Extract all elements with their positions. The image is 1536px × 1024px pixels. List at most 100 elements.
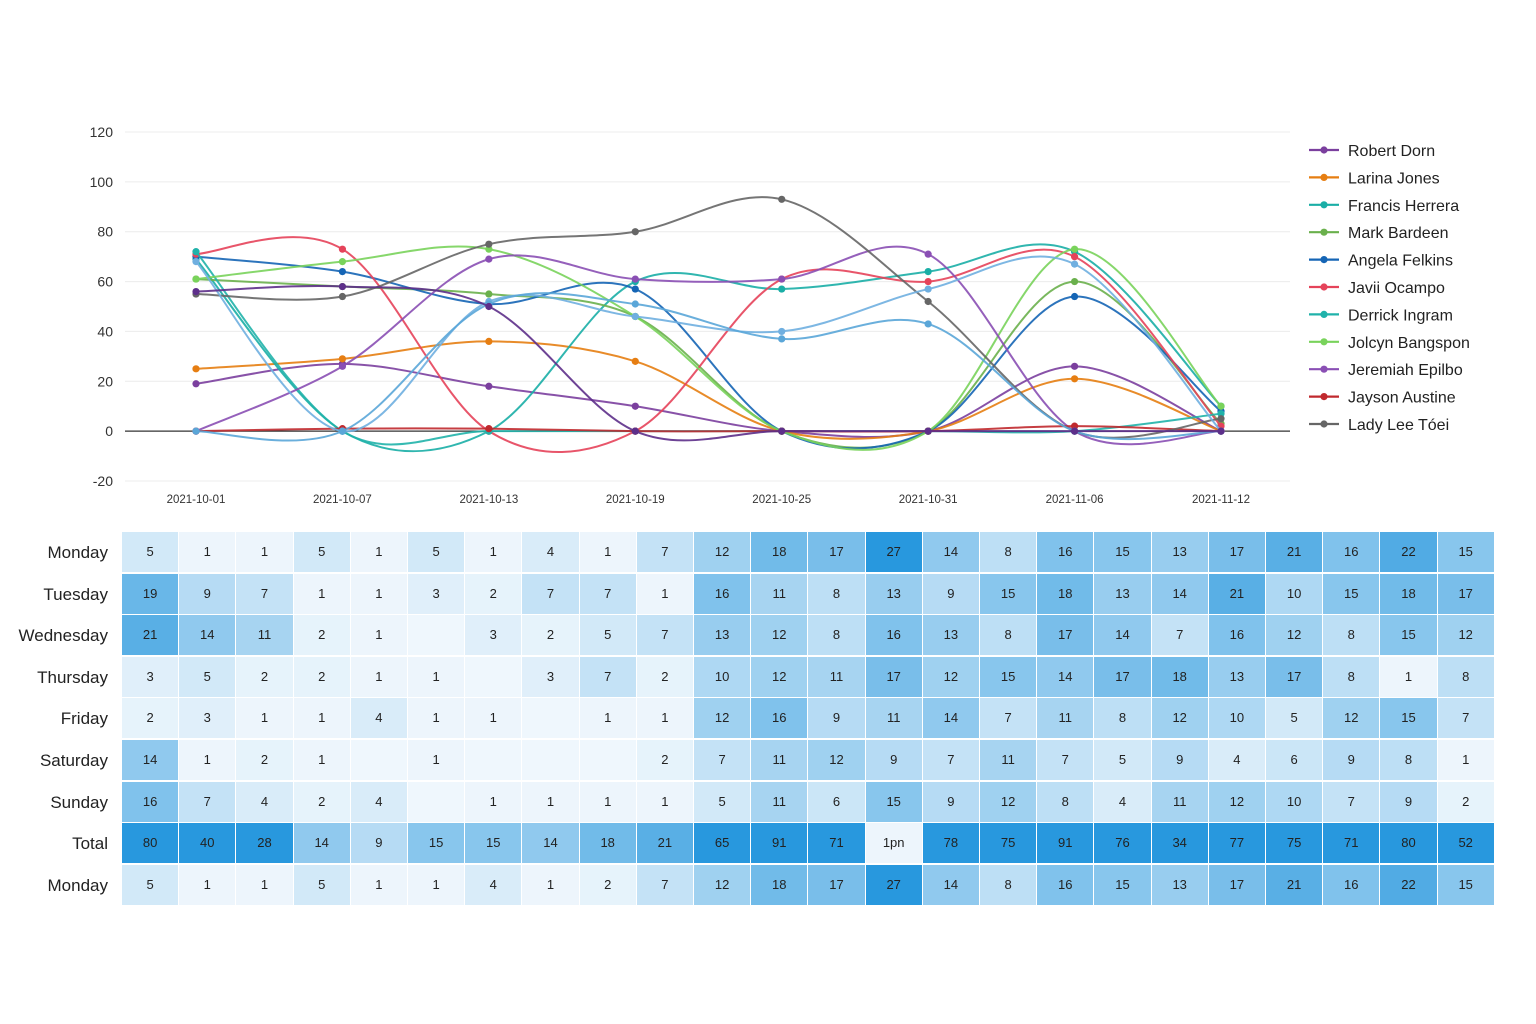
heatmap-cell: 1: [522, 781, 580, 822]
data-point: [485, 337, 493, 345]
data-point: [778, 335, 786, 343]
heatmap-cell: 17: [1437, 573, 1495, 614]
heatmap-cell: 1: [636, 781, 694, 822]
heatmap-cell: 1: [293, 573, 351, 614]
heatmap-cell: 14: [293, 823, 351, 864]
data-point: [778, 285, 786, 293]
heatmap-cell: 2: [293, 615, 351, 656]
heatmap-cell: 7: [980, 698, 1038, 739]
heatmap-cell: 1: [350, 532, 408, 572]
heatmap-cell: 9: [922, 781, 980, 822]
series-line: [195, 255, 1222, 450]
heatmap-row: Total 80 40 28 14 9 15 15 14 18 21 65 91 71 1pn 78 75 91 7…: [0, 823, 1536, 864]
heatmap-cell: 4: [350, 698, 408, 739]
legend-entry: Jolcyn Bangspon: [1348, 335, 1470, 352]
data-point: [338, 258, 347, 266]
x-tick-label: 2021-11-06: [1046, 494, 1104, 506]
heatmap-cell: 11: [808, 656, 866, 697]
data-point: [924, 427, 932, 435]
heatmap-cell: 2: [236, 656, 294, 697]
heatmap-cell: 5: [122, 532, 180, 572]
heatmap-cell: 22: [1380, 532, 1438, 572]
heatmap-cell: 12: [1437, 615, 1495, 656]
heatmap-cell: 15: [408, 823, 466, 864]
heatmap-cell: 78: [922, 823, 980, 864]
heatmap-cell: [408, 615, 466, 656]
heatmap-cell: 17: [1037, 615, 1095, 656]
y-tick-label: -20: [93, 473, 113, 489]
data-point: [924, 320, 932, 328]
heatmap-cell: 1: [408, 740, 466, 780]
legend-entry: Francis Herrera: [1348, 198, 1459, 215]
heatmap-cell: 1: [579, 532, 637, 572]
x-tick-label: 2021-10-31: [899, 494, 958, 506]
heatmap-cell: 9: [350, 823, 408, 864]
heatmap-cell: 8: [980, 532, 1038, 572]
heatmap-cell: 1: [179, 864, 237, 905]
data-point: [338, 245, 347, 253]
data-point: [1070, 375, 1079, 383]
data-point: [924, 285, 932, 293]
heatmap-cell: 14: [522, 823, 580, 864]
data-point: [1070, 362, 1079, 370]
y-tick-label: 0: [105, 423, 113, 439]
data-point: [778, 427, 786, 435]
heatmap-cell: 14: [1037, 656, 1095, 697]
heatmap-cell: 11: [236, 615, 294, 656]
heatmap-cell: 71: [808, 823, 866, 864]
data-point: [631, 427, 639, 435]
legend-entry: Lady Lee Tóei: [1348, 417, 1449, 434]
heatmap-cell: 7: [922, 740, 980, 780]
heatmap-row: Wednesday 21 14 11 2 1 3 2 5 7 13 12 8 16 13 8 17 14 7 16 12…: [0, 615, 1536, 656]
heatmap-cell: 9: [865, 740, 923, 780]
heatmap-cell: 18: [1380, 573, 1438, 614]
heatmap-cell: 5: [293, 864, 351, 905]
heatmap-cell: 4: [350, 781, 408, 822]
heatmap-cell: 18: [1151, 656, 1209, 697]
heatmap-cell: 21: [1208, 573, 1266, 614]
heatmap-cell: 2: [465, 573, 523, 614]
data-point: [485, 245, 493, 253]
legend-entry: Angela Felkins: [1348, 253, 1453, 270]
heatmap-cell: 21: [636, 823, 694, 864]
heatmap-cell: 2: [1437, 781, 1495, 822]
data-point: [631, 357, 639, 365]
heatmap-cell: 7: [1151, 615, 1209, 656]
heatmap-cell: 5: [1266, 698, 1324, 739]
heatmap-cell: 75: [980, 823, 1038, 864]
heatmap-cell: 15: [465, 823, 523, 864]
heatmap-cell: 6: [1266, 740, 1324, 780]
heatmap-row: Thursday 3 5 2 2 1 1 3 7 2 10 12 11 17 12 15 14 17 18 13 17 8…: [0, 656, 1536, 698]
data-point: [778, 327, 786, 336]
heatmap-cell: 13: [1208, 656, 1266, 697]
heatmap-cell: 2: [236, 740, 294, 780]
heatmap-cell: 1: [236, 532, 294, 572]
data-point: [338, 282, 347, 291]
heatmap-row-label: Total: [72, 834, 108, 854]
data-point: [631, 300, 639, 308]
heatmap-cell: 14: [922, 864, 980, 905]
data-point: [631, 285, 639, 293]
heatmap-cell: 15: [980, 573, 1038, 614]
data-point: [192, 365, 200, 373]
heatmap-cell: 11: [865, 698, 923, 739]
heatmap-cell: 17: [1208, 864, 1266, 905]
data-point: [1070, 260, 1079, 268]
heatmap-cell: 12: [980, 781, 1038, 822]
heatmap-cell: 16: [1037, 864, 1095, 905]
heatmap-cell: 14: [922, 532, 980, 572]
legend-swatch-dot: [1320, 338, 1328, 346]
heatmap-cell: 8: [1437, 656, 1495, 697]
heatmap-cell: 16: [751, 698, 809, 739]
heatmap-cell: 13: [694, 615, 752, 656]
heatmap-cell: 13: [1094, 573, 1152, 614]
heatmap-cell: 1: [636, 573, 694, 614]
heatmap-cell: 5: [122, 864, 180, 905]
heatmap-cell: 1: [408, 864, 466, 905]
heatmap-cell: 17: [808, 864, 866, 905]
heatmap-cell: 12: [694, 864, 752, 905]
x-tick-label: 2021-10-25: [752, 494, 811, 506]
heatmap-cell: 9: [1151, 740, 1209, 780]
heatmap-cell: 16: [1323, 532, 1381, 572]
heatmap-cell: 1: [579, 698, 637, 739]
